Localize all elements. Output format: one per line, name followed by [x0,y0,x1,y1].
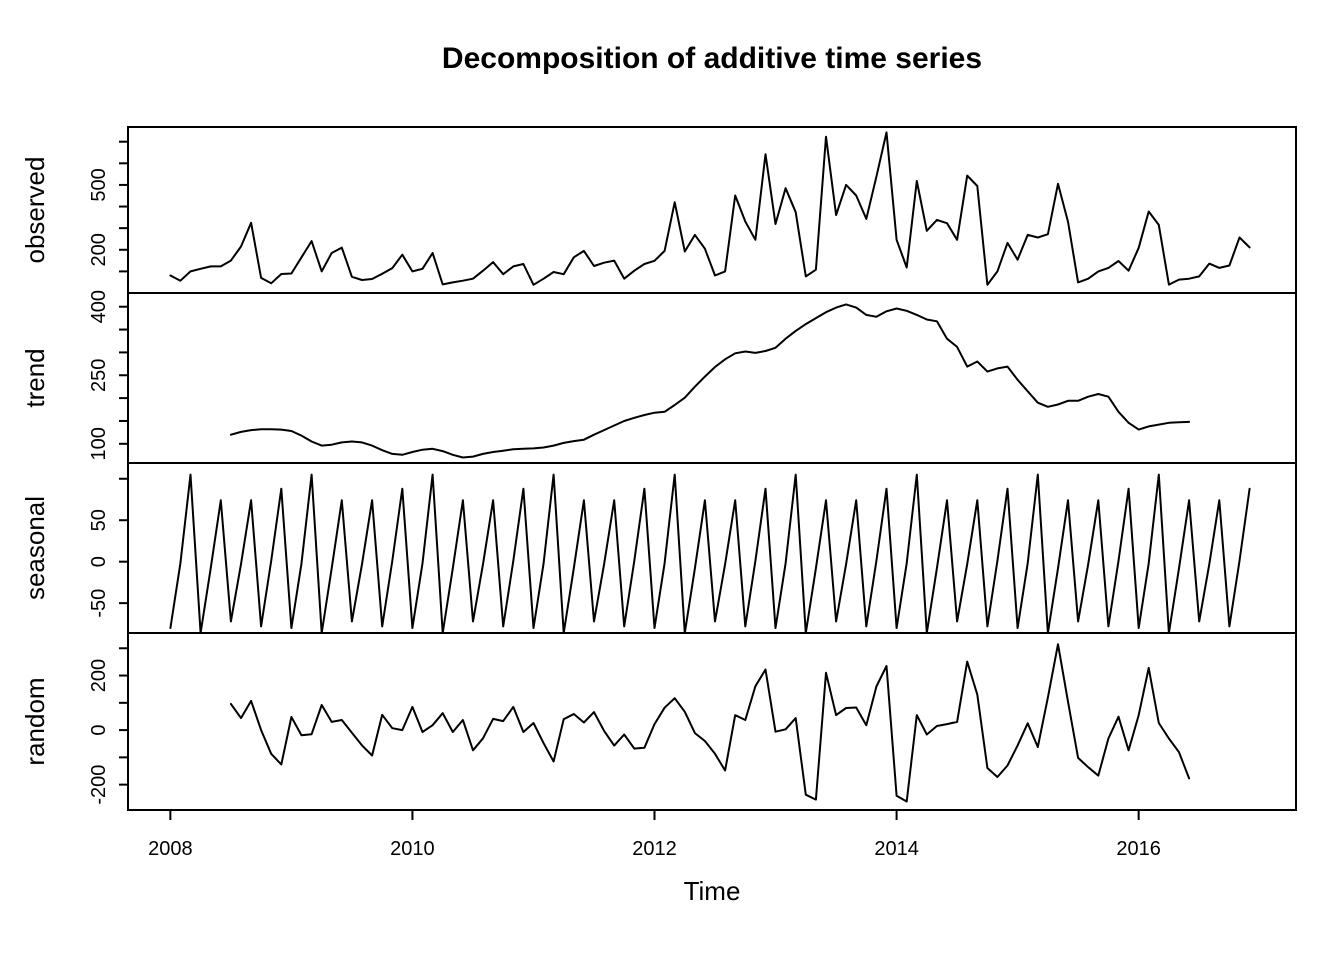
seasonal-axis-label: seasonal [20,496,50,600]
observed-axis-label: observed [20,157,50,264]
random-y-tick-label: -200 [88,765,110,805]
random-axis-label: random [20,677,50,765]
x-axis-title: Time [684,876,741,906]
x-tick-label: 2016 [1116,838,1161,860]
observed-y-tick-label: 200 [88,233,110,266]
trend-y-tick-label: 250 [88,359,110,392]
x-tick-label: 2014 [874,838,919,860]
observed-y-tick-label: 500 [88,168,110,201]
panels-group: 200 500 observed 100 250 400 trend -50 0 50 season… [20,126,1297,860]
seasonal-y-tick-label: 0 [88,556,110,567]
x-tick-label: 2010 [390,838,435,860]
seasonal-series-line [169,473,1251,634]
x-tick-label: 2012 [632,838,677,860]
seasonal-y-tick-label: -50 [88,589,110,618]
seasonal-y-tick-label: 50 [88,509,110,531]
random-y-tick-label: 200 [88,659,110,692]
trend-series-line [229,303,1191,459]
trend-y-tick-label: 400 [88,290,110,323]
random-y-tick-label: 0 [88,725,110,736]
trend-axis-label: trend [20,348,50,407]
observed-series-line [169,131,1251,286]
random-series-line [229,643,1191,803]
random-panel-frame [127,632,1297,811]
chart-title: Decomposition of additive time series [442,42,982,75]
x-tick-label: 2008 [148,838,193,860]
trend-y-tick-label: 100 [88,427,110,460]
